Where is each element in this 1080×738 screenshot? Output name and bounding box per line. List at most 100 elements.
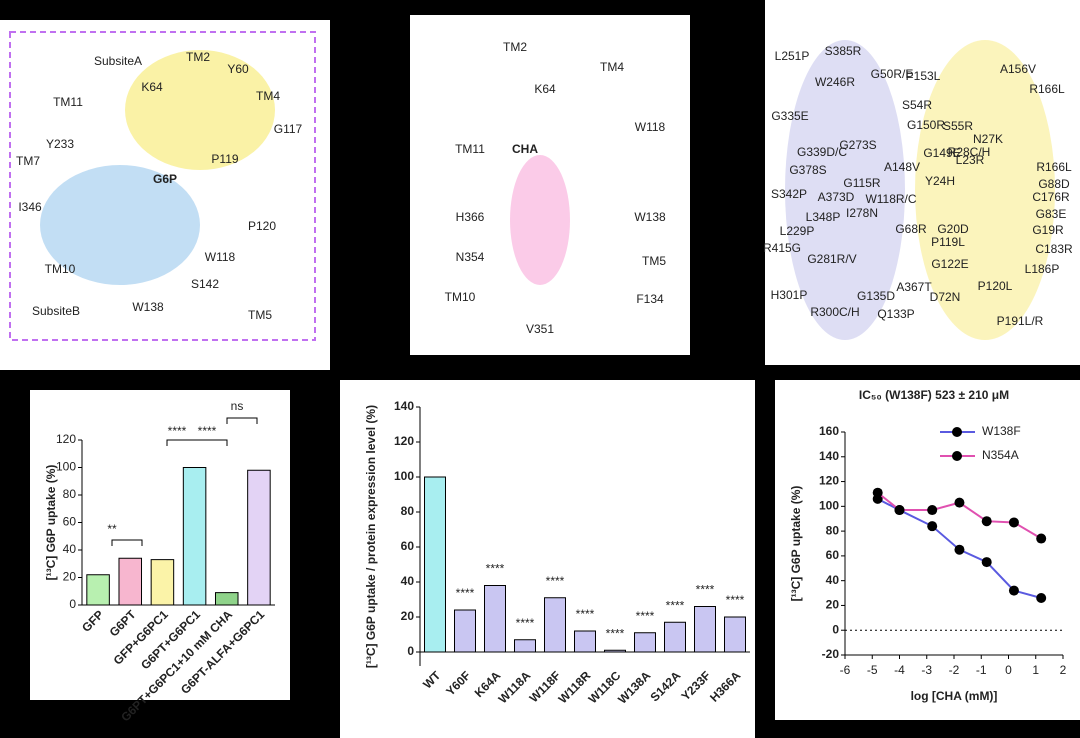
x-tick-label: -3 [921,663,932,677]
structure-label: G117 [274,122,303,136]
y-tick-label: 120 [56,432,76,446]
bar [247,469,271,606]
structure-label: W118 [635,120,666,134]
y-tick-label: 100 [394,469,414,483]
point [954,544,965,555]
structure-label: TM7 [16,154,40,168]
structure-label: G83E [1036,207,1067,221]
x-tick-label: -4 [894,663,905,677]
significance: **** [696,583,715,597]
point [927,505,938,516]
structure-label: G149E [923,146,960,160]
structure-label: TM2 [186,50,210,64]
x-tick-label: -2 [949,663,960,677]
x-tick-label: -6 [840,663,851,677]
structure-label: G6P [153,172,177,186]
x-tick-label: -1 [976,663,987,677]
structure-label: TM4 [600,60,624,74]
bracket [111,539,143,546]
structure-label: P119L [931,235,965,249]
structure-label: P119 [211,152,238,166]
subsite-a [125,50,275,170]
structure-label: N354 [456,250,485,264]
structure-label: W138 [634,210,666,224]
y-tick-label: 40 [826,573,840,587]
bar [424,476,446,653]
structure-label: G115R [843,176,880,190]
structure-label: TM10 [45,262,76,276]
structure-label: TM11 [455,142,485,156]
point [1008,517,1019,528]
structure-label: Y233 [46,137,74,151]
x-tick-label: 2 [1060,663,1067,677]
x-tick-label: 1 [1032,663,1039,677]
structure-label: TM5 [642,254,666,268]
structure-label: I346 [18,200,42,214]
structure-label: G335E [771,109,808,123]
bar [724,616,746,653]
structure-label: G88D [1038,177,1070,191]
structure-label: L229P [780,224,815,238]
structure-label: G339D/C [797,145,847,159]
structure-label: Y24H [925,174,955,188]
significance: **** [486,562,505,576]
significance: **** [516,616,535,630]
significance: ** [107,522,117,536]
bar [514,639,536,653]
structure-label: P153L [906,69,941,83]
bar [182,467,207,606]
structure-label: P120L [978,279,1013,293]
y-axis-label: [¹³C] G6P uptake (%) [44,465,58,581]
y-tick-label: 20 [401,609,415,623]
y-axis-label: [¹³C] G6P uptake (%) [789,486,803,602]
bracket [166,439,228,446]
significance: **** [456,586,475,600]
bar [214,592,239,606]
structure-label: W246R [815,75,855,89]
structure-label: P120 [248,219,276,233]
y-tick-label: 0 [832,622,839,636]
structure-label: W138 [132,300,164,314]
structure-label: SubsiteB [32,304,80,318]
structure-label: W118 [205,250,236,264]
structure-label: R28C/H [948,145,991,159]
y-tick-label: 20 [63,570,77,584]
structure-label: D72N [930,290,961,304]
significance: **** [546,574,565,588]
bar [664,621,686,653]
chart-title: IC₅₀ (W138F) 523 ± 210 μM [859,388,1009,402]
y-tick-label: 80 [63,487,77,501]
bar [574,630,596,653]
structure-label: S54R [902,98,932,112]
significance: **** [576,607,595,621]
y-tick-label: 140 [819,449,839,463]
bracket [226,417,258,424]
y-tick-label: 120 [819,474,839,488]
structure-label: L23R [956,153,985,167]
structure-label: R166L [1036,160,1072,174]
structure-label: G378S [789,163,826,177]
structure-label: A156V [1000,62,1036,76]
significance: **** [726,593,745,607]
y-tick-label: 100 [819,499,839,513]
bar [86,574,110,606]
structure-label: G50R/E [871,67,914,81]
point [981,557,992,568]
legend-marker [952,451,962,461]
point [1036,593,1047,604]
panel-a-frame [9,31,316,341]
panel-d [30,390,290,700]
y-tick-label: 0 [69,597,76,611]
structure-label: L348P [806,210,841,224]
panel-e [340,380,755,738]
structure-label: A148V [884,160,920,174]
bar [604,649,626,653]
significance: **** [666,598,685,612]
structure-label: I278N [846,206,878,220]
y-tick-label: 160 [819,424,839,438]
structure-label: R415G [763,241,801,255]
subsite-b [40,165,200,285]
structure-label: Q133P [877,307,914,321]
